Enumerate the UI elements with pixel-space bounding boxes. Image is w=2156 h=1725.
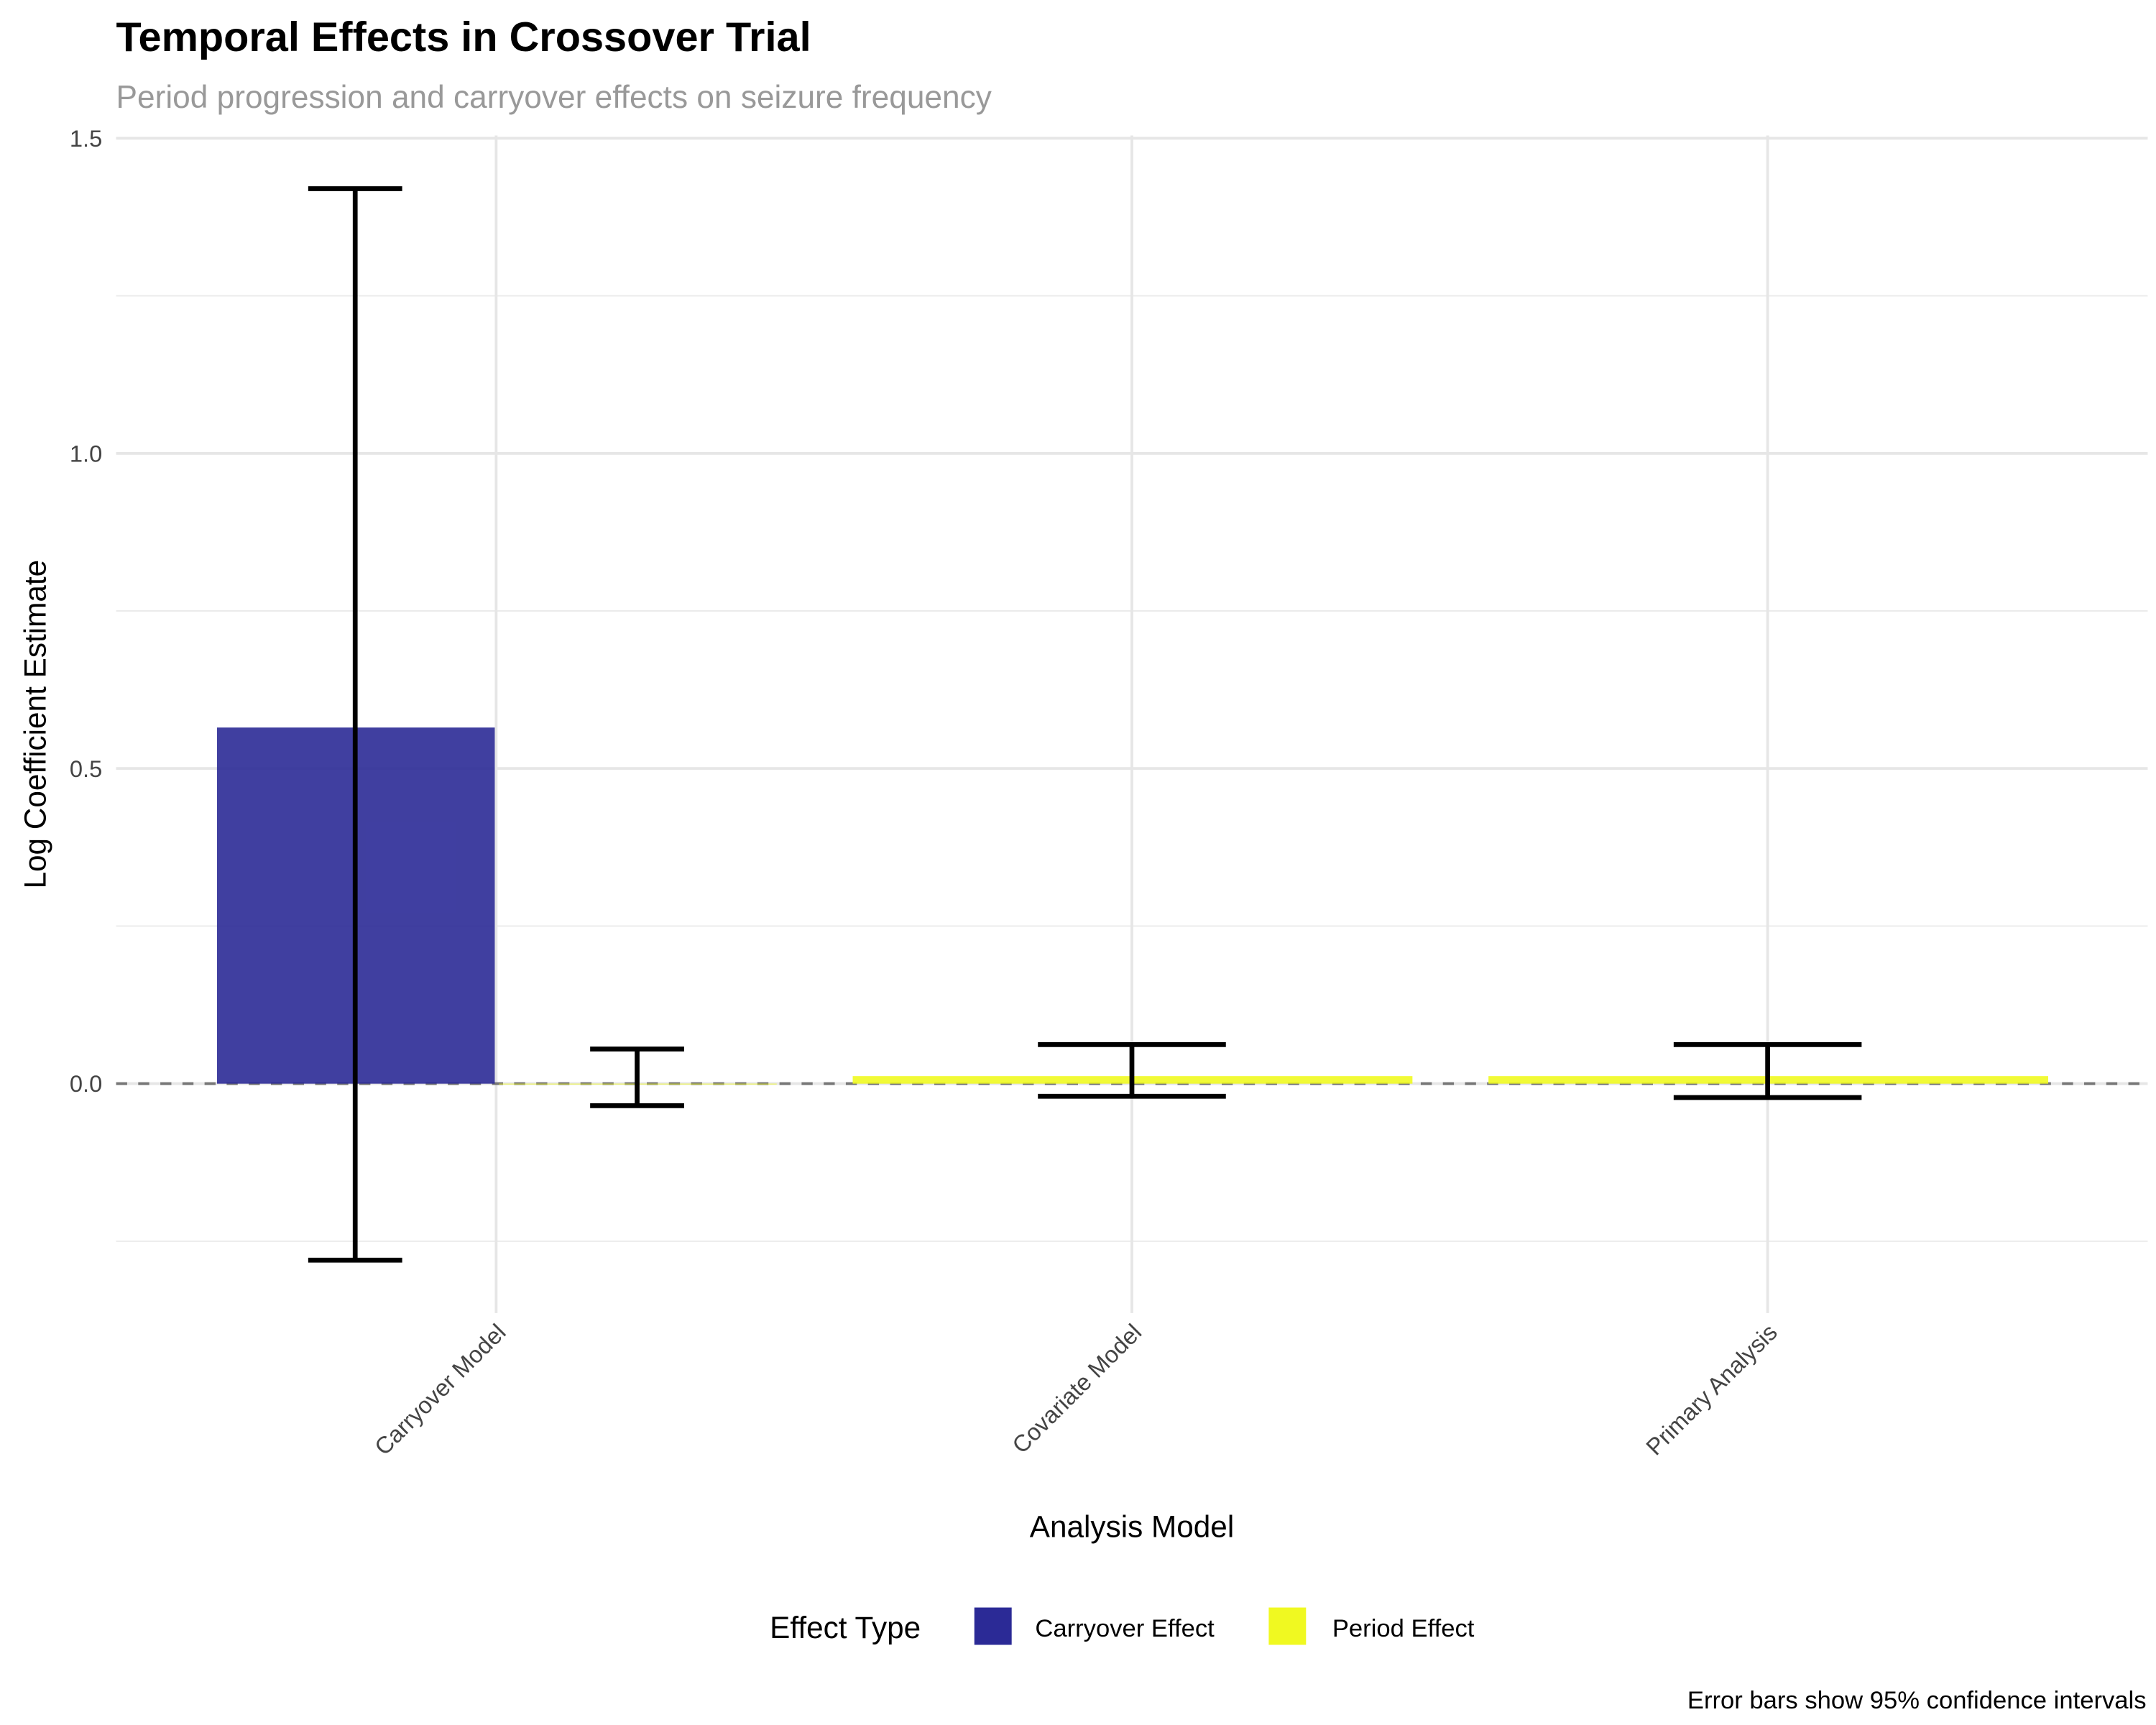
y-tick-label: 0.0 — [70, 1070, 102, 1097]
x-ticks: Carryover Model Covariate Model Primary An… — [369, 1319, 1782, 1460]
legend-title: Effect Type — [770, 1611, 921, 1644]
chart-title: Temporal Effects in Crossover Trial — [116, 14, 811, 60]
x-axis-label: Analysis Model — [1030, 1509, 1234, 1543]
x-tick-label: Primary Analysis — [1641, 1319, 1782, 1460]
marks — [116, 186, 2148, 1263]
legend: Effect Type Carryover Effect Period Effe… — [770, 1607, 1475, 1645]
y-axis-label: Log Coefficient Estimate — [18, 560, 52, 889]
legend-key-carryover — [974, 1607, 1012, 1645]
chart-subtitle: Period progression and carryover effects… — [116, 80, 992, 115]
legend-key-period — [1268, 1607, 1307, 1645]
legend-label-carryover: Carryover Effect — [1035, 1615, 1215, 1642]
y-tick-label: 1.5 — [70, 125, 102, 152]
caption: Error bars show 95% confidence intervals — [1687, 1687, 2147, 1714]
x-tick-label: Carryover Model — [369, 1319, 511, 1460]
x-tick-label: Covariate Model — [1007, 1319, 1146, 1458]
y-tick-label: 0.5 — [70, 755, 102, 782]
legend-label-period: Period Effect — [1332, 1615, 1475, 1642]
y-tick-label: 1.0 — [70, 440, 102, 466]
grid — [116, 135, 2148, 1313]
y-ticks: 0.0 0.5 1.0 1.5 — [70, 125, 102, 1097]
